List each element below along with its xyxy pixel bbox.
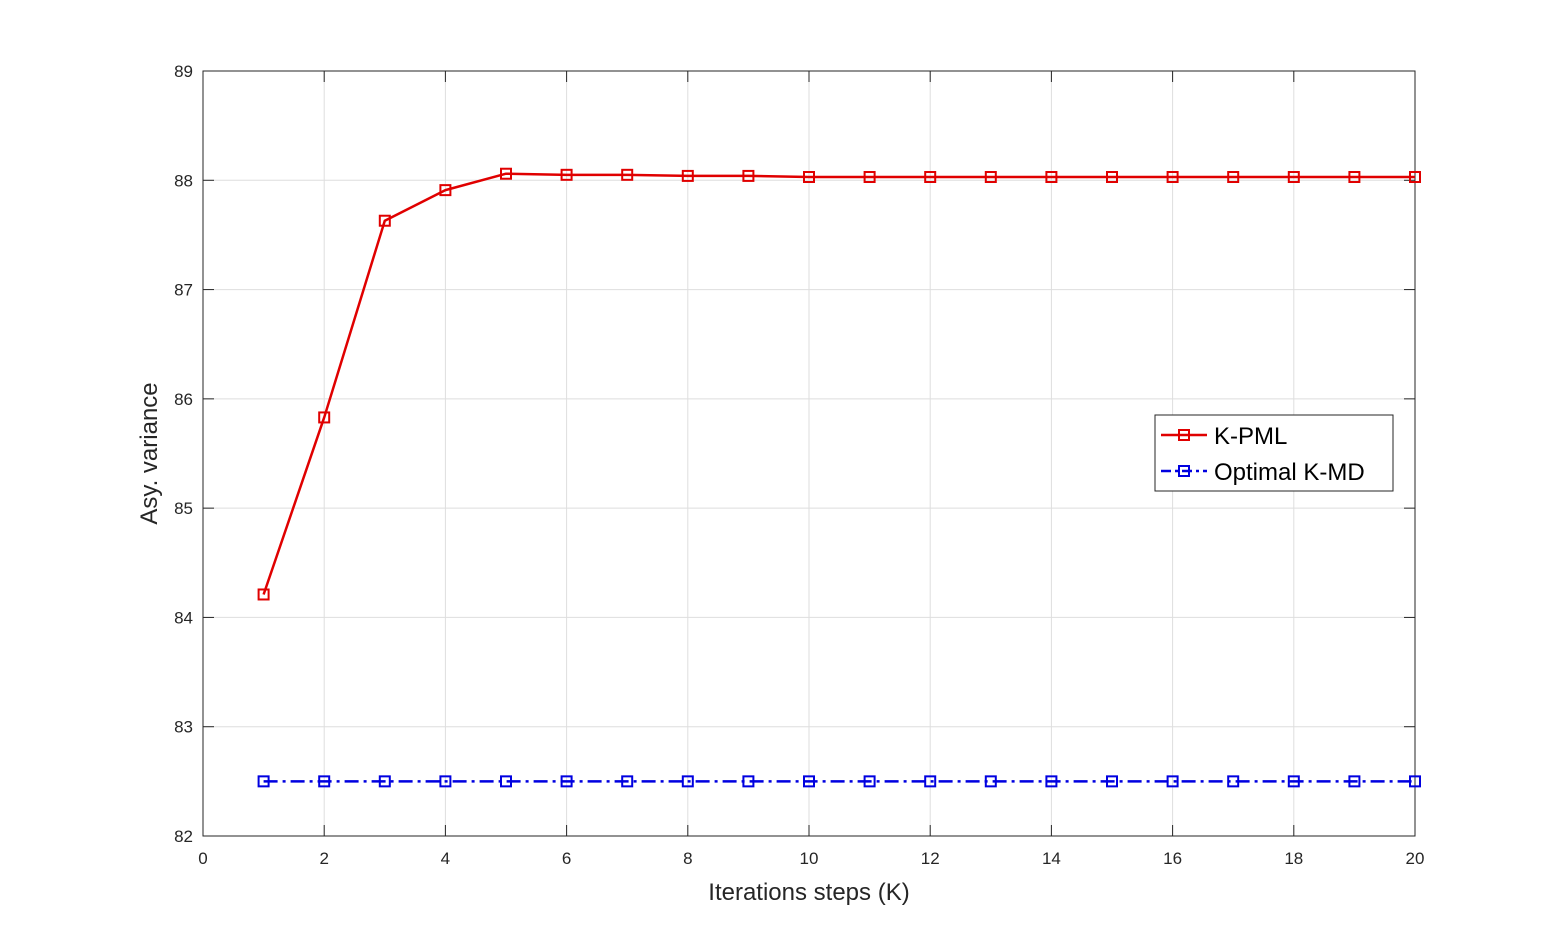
y-tick-label: 83 — [174, 718, 193, 737]
legend-marker — [1178, 465, 1190, 477]
legend-label: K-PML — [1214, 423, 1287, 450]
data-point-marker — [984, 775, 997, 788]
series-0 — [257, 167, 1421, 601]
y-tick-label: 86 — [174, 390, 193, 409]
x-tick-label: 18 — [1284, 849, 1303, 868]
data-point-marker — [560, 775, 573, 788]
legend-marker — [1178, 429, 1190, 441]
data-point-marker — [924, 775, 937, 788]
x-tick-label: 8 — [683, 849, 692, 868]
data-point-marker — [621, 775, 634, 788]
data-point-marker — [1106, 171, 1118, 184]
data-point-marker — [257, 775, 270, 788]
data-point-marker — [257, 588, 270, 601]
x-axis-label: Iterations steps (K) — [708, 879, 909, 906]
data-point-marker — [742, 169, 755, 182]
data-point-marker — [500, 775, 512, 788]
data-point-marker — [1409, 775, 1421, 788]
x-tick-label: 20 — [1406, 849, 1425, 868]
data-point-marker — [803, 775, 815, 788]
y-tick-label: 88 — [174, 171, 193, 190]
data-point-marker — [681, 169, 694, 182]
series-layer — [257, 167, 1421, 788]
x-tick-label: 14 — [1042, 849, 1061, 868]
x-tick-label: 2 — [319, 849, 328, 868]
data-point-marker — [681, 775, 694, 788]
data-point-marker — [1106, 775, 1118, 788]
data-point-marker — [742, 775, 755, 788]
x-tick-label: 6 — [562, 849, 571, 868]
data-point-marker — [803, 171, 815, 184]
data-point-marker — [1045, 171, 1058, 184]
data-point-marker — [439, 775, 452, 788]
data-point-marker — [1348, 775, 1361, 788]
legend: K-PML Optimal K-MD — [1154, 414, 1394, 492]
data-point-marker — [863, 775, 876, 788]
y-tick-label: 89 — [174, 62, 193, 81]
data-point-marker — [378, 775, 391, 788]
data-point-marker — [1287, 775, 1300, 788]
data-point-marker — [500, 167, 512, 180]
y-tick-label: 84 — [174, 608, 193, 627]
y-tick-label: 82 — [174, 827, 193, 846]
series-line — [262, 172, 1415, 595]
y-tick-label: 87 — [174, 281, 193, 300]
data-point-marker — [318, 775, 331, 788]
data-point-marker — [1045, 775, 1058, 788]
series-1 — [257, 775, 1421, 788]
data-point-marker — [378, 214, 391, 227]
legend-label: Optimal K-MD — [1214, 459, 1365, 486]
data-point-marker — [1227, 775, 1240, 788]
data-point-marker — [863, 171, 876, 184]
data-point-marker — [1166, 171, 1179, 184]
data-point-marker — [1409, 171, 1421, 184]
legend-box — [1154, 414, 1394, 492]
data-point-marker — [924, 171, 937, 184]
data-point-marker — [1166, 775, 1179, 788]
y-axis-label: Asy. variance — [136, 382, 163, 524]
y-tick-label: 85 — [174, 499, 193, 518]
x-tick-label: 4 — [441, 849, 450, 868]
tick-labels: 0 2 4 6 8 10 12 14 16 18 20 82 83 84 85 86 87 88 89 — [174, 62, 1424, 868]
axis-ticks — [202, 70, 1416, 837]
data-point-marker — [439, 184, 452, 197]
x-tick-label: 10 — [800, 849, 819, 868]
data-point-marker — [1287, 171, 1300, 184]
data-point-marker — [621, 168, 634, 181]
data-point-marker — [1348, 171, 1361, 184]
x-tick-label: 12 — [921, 849, 940, 868]
data-point-marker — [1227, 171, 1240, 184]
data-point-marker — [560, 168, 573, 181]
data-point-marker — [984, 171, 997, 184]
x-tick-label: 0 — [198, 849, 207, 868]
x-tick-label: 16 — [1163, 849, 1182, 868]
data-point-marker — [318, 411, 331, 424]
